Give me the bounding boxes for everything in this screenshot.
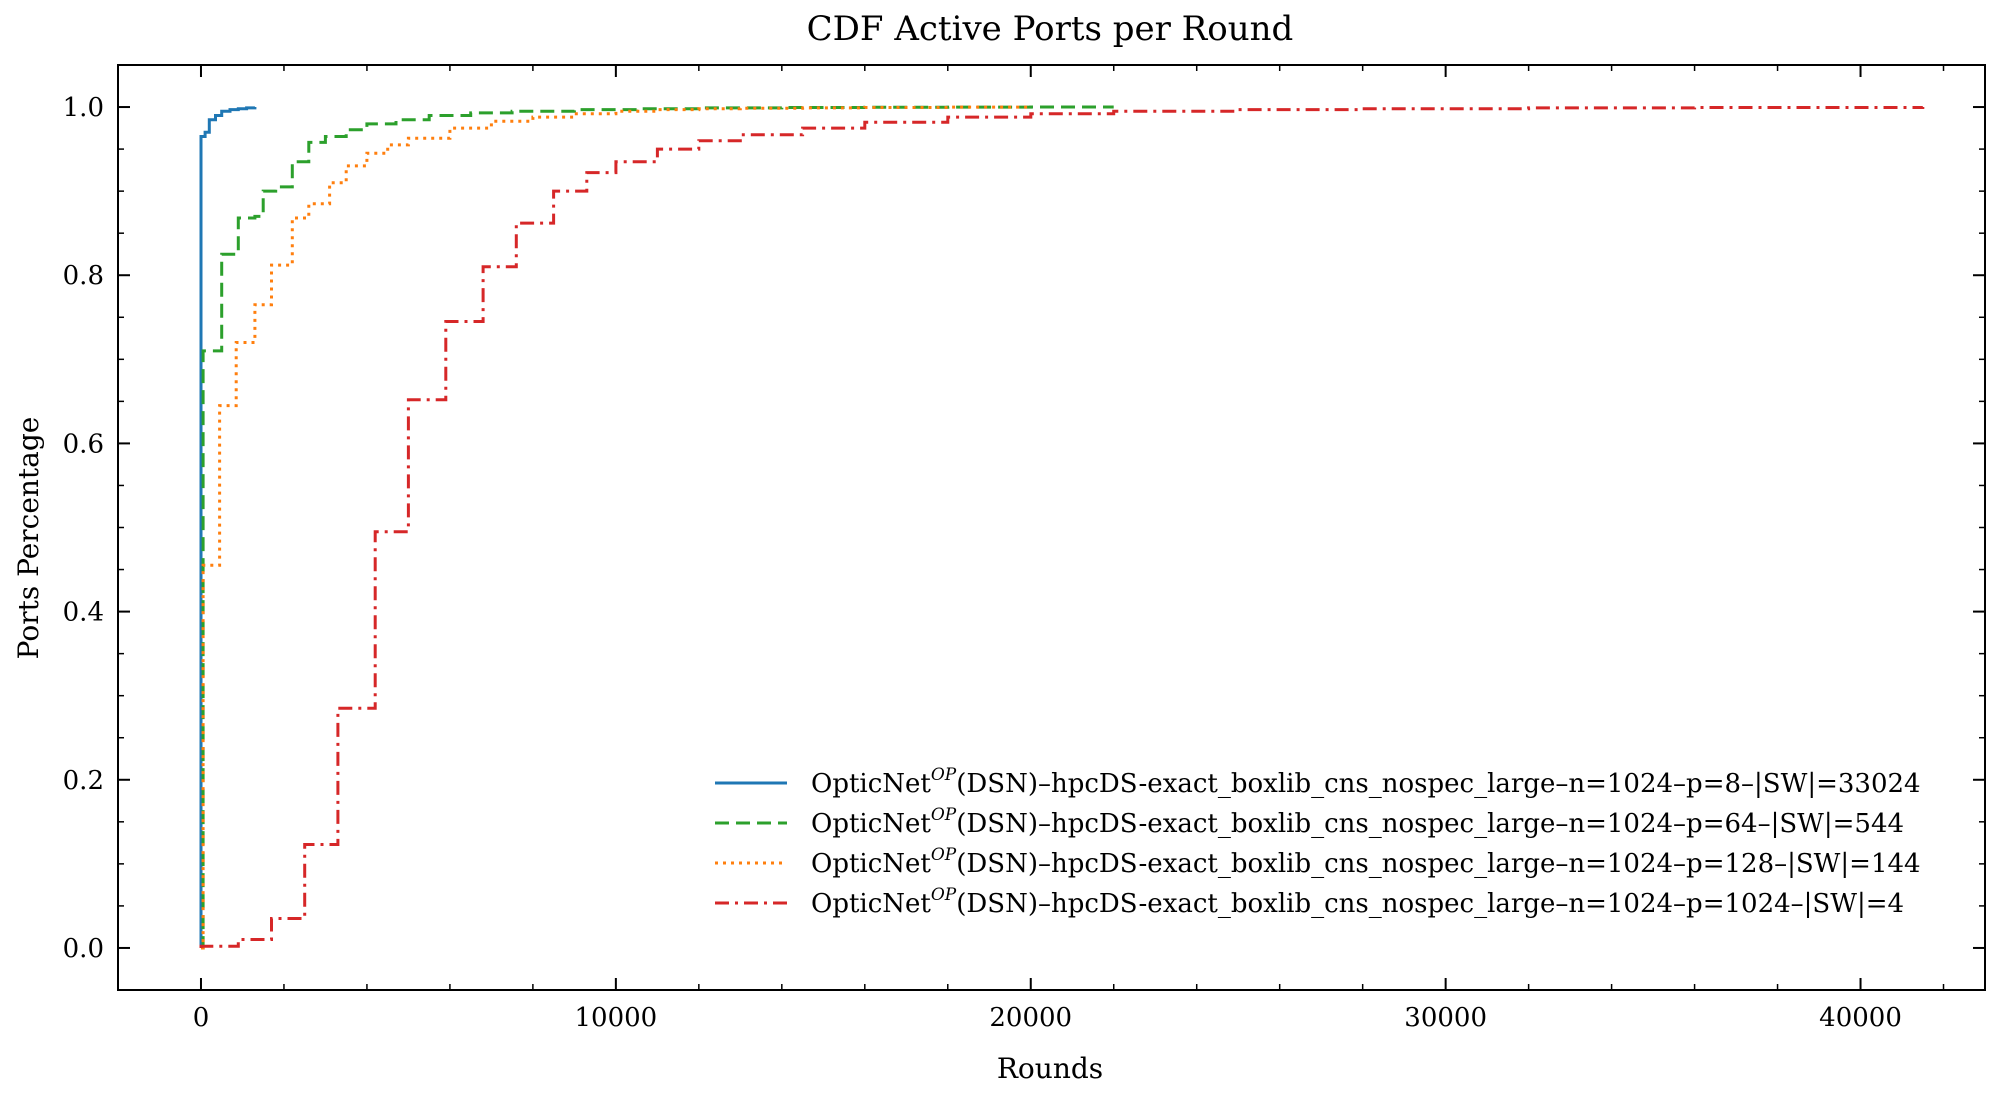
chart-title: CDF Active Ports per Round [807,9,1294,49]
y-tick-label: 0.8 [63,261,104,291]
legend-label-3: OpticNetOP(DSN)–hpcDS-exact_boxlib_cns_n… [811,845,1921,879]
x-tick-label: 10000 [575,1003,658,1033]
legend-label-2: OpticNetOP(DSN)–hpcDS-exact_boxlib_cns_n… [811,805,1904,839]
series-line-4 [199,106,1925,948]
legend-label-4: OpticNetOP(DSN)–hpcDS-exact_boxlib_cns_n… [811,885,1904,919]
y-tick-label: 0.6 [63,429,104,459]
series-line-1 [199,106,257,948]
y-tick-label: 0.0 [63,934,104,964]
ticks-layer: 0 10000 20000 30000 40000 0.0 0.2 0.4 0.6 0.8 1.0 [63,64,1985,1033]
x-tick-label: 30000 [1404,1003,1487,1033]
y-tick-label: 0.4 [63,598,104,628]
y-tick-label: 1.0 [63,93,104,123]
y-tick-label: 0.2 [63,766,104,796]
series-layer [199,105,1925,950]
legend-label-1: OpticNetOP(DSN)–hpcDS-exact_boxlib_cns_n… [811,765,1921,799]
series-line-2 [201,105,1114,950]
x-tick-label: 0 [193,1003,210,1033]
x-tick-label: 40000 [1819,1003,1902,1033]
legend: OpticNetOP(DSN)–hpcDS-exact_boxlib_cns_n… [715,765,1921,919]
y-axis-label: Ports Percentage [12,417,45,660]
x-tick-label: 20000 [989,1003,1072,1033]
x-axis-label: Rounds [997,1052,1103,1085]
series-line-3 [201,105,1033,950]
